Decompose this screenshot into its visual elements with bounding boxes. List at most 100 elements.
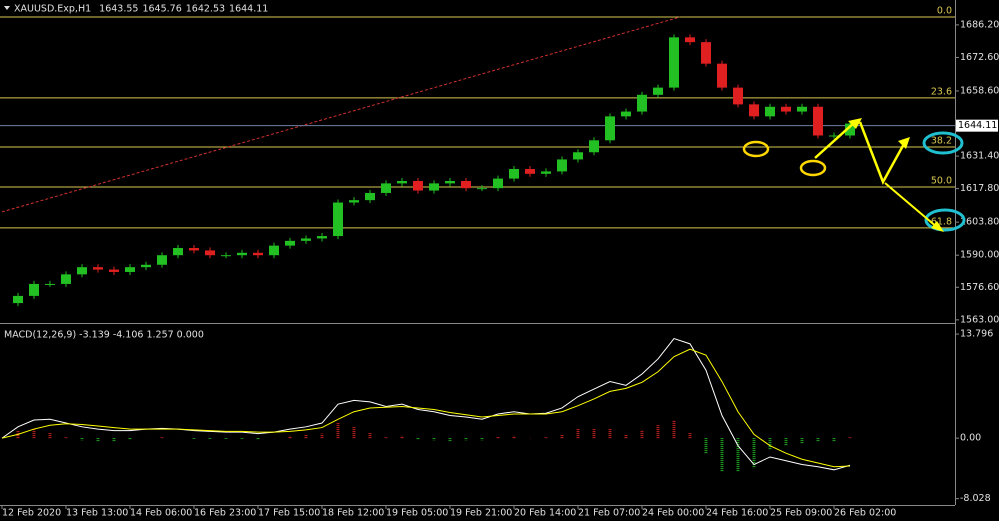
y-tick-label: 13.796: [960, 329, 993, 340]
candle: [653, 87, 663, 95]
last-price-label: 1644.11: [958, 120, 997, 131]
menu-arrow[interactable]: [4, 6, 10, 10]
candle: [765, 106, 775, 117]
y-tick-label: 1617.80: [960, 183, 999, 194]
fib-label: 50.0: [931, 175, 952, 186]
x-tick-label: 21 Feb 07:00: [578, 508, 640, 519]
y-tick-label: 1686.20: [960, 19, 999, 30]
x-tick-label: 17 Feb 15:00: [258, 508, 320, 519]
candle: [781, 106, 791, 112]
y-tick-label: 1658.60: [960, 85, 999, 96]
ohlc-value: 1642.53: [186, 4, 225, 15]
fib-label: 61.8: [931, 216, 952, 227]
candle: [93, 267, 103, 270]
candle: [829, 135, 839, 137]
candle: [237, 252, 247, 256]
y-tick-label: 1631.40: [960, 151, 999, 162]
candle: [77, 267, 87, 275]
candle: [589, 140, 599, 153]
candle: [685, 37, 695, 43]
x-tick-label: 19 Feb 21:00: [450, 508, 512, 519]
candle: [125, 267, 135, 272]
candle: [269, 245, 279, 256]
trendline: [1, 16, 681, 213]
ohlc-value: 1645.76: [142, 4, 181, 15]
candle: [61, 274, 71, 284]
candle: [637, 94, 647, 112]
plot: 1686.20 1672.60 1658.60 1631.40 1617.80 1603.…: [0, 5, 999, 519]
candle: [477, 188, 487, 190]
candle: [557, 159, 567, 172]
candle: [541, 171, 551, 174]
y-tick-label: 1563.00: [960, 314, 999, 325]
candle: [733, 87, 743, 105]
arrowhead: [898, 137, 910, 149]
x-tick-label: 20 Feb 14:00: [514, 508, 576, 519]
candle: [397, 180, 407, 184]
candle: [29, 283, 39, 296]
annotations: [742, 118, 966, 232]
candle: [109, 269, 119, 272]
candle: [365, 192, 375, 201]
x-tick-label: 24 Feb 16:00: [706, 508, 768, 519]
target-ellipse: [922, 131, 964, 155]
candle: [157, 255, 167, 265]
candle: [381, 183, 391, 193]
candle: [445, 180, 455, 184]
x-tick-label: 25 Feb 09:00: [770, 508, 832, 519]
candle: [205, 250, 215, 256]
candle: [45, 283, 55, 285]
candle: [845, 123, 855, 136]
candle: [413, 180, 423, 191]
support-circle: [799, 159, 827, 177]
candle: [349, 200, 359, 203]
y-tick-label: 1672.60: [960, 52, 999, 63]
x-tick-label: 19 Feb 05:00: [386, 508, 448, 519]
x-tick-label: 13 Feb 13:00: [66, 508, 128, 519]
arrow: [884, 182, 939, 229]
candle: [573, 152, 583, 160]
x-tick-label: 14 Feb 06:00: [130, 508, 192, 519]
symbol: XAUUSD.Exp,H1: [14, 4, 91, 15]
candle: [749, 104, 759, 117]
macd-title: MACD(12,26,9) -3.139 -4.106 1.257 0.000: [4, 330, 204, 341]
x-tick-label: 24 Feb 00:00: [642, 508, 704, 519]
candle: [701, 42, 711, 64]
candle: [317, 236, 327, 239]
candle: [493, 178, 503, 189]
arrowhead: [931, 221, 944, 232]
y-tick-label: 1576.60: [960, 282, 999, 293]
ohlc: 1643.55 1645.76 1642.53 1644.11: [99, 4, 268, 15]
candle: [797, 106, 807, 112]
x-tick-label: 12 Feb 2020: [2, 508, 61, 519]
candle: [525, 169, 535, 174]
x-tick-label: 26 Feb 02:00: [834, 508, 896, 519]
target-ellipse: [924, 208, 966, 232]
last-price-box: [956, 119, 998, 132]
y-tick-label: 0.00: [960, 433, 981, 444]
ohlc-value: 1644.11: [229, 4, 268, 15]
candle: [605, 116, 615, 141]
candle: [461, 180, 471, 189]
candle: [509, 169, 519, 179]
x-tick-label: 16 Feb 23:00: [194, 508, 256, 519]
fib-label: 0.0: [937, 5, 952, 16]
fib-label: 23.6: [931, 86, 952, 97]
candle: [173, 248, 183, 256]
candle: [189, 248, 199, 251]
ohlc-value: 1643.55: [99, 4, 138, 15]
y-tick-label: 1590.00: [960, 250, 999, 261]
candle: [669, 37, 679, 88]
y-tick-label: -8.028: [960, 493, 991, 504]
fib-label: 38.2: [931, 135, 952, 146]
y-tick-label: 1603.80: [960, 217, 999, 228]
candle: [333, 202, 343, 237]
candle: [253, 252, 263, 256]
candle: [717, 63, 727, 88]
candle: [13, 295, 23, 304]
arrow: [858, 121, 907, 185]
arrow: [814, 121, 856, 159]
candle: [285, 240, 295, 246]
